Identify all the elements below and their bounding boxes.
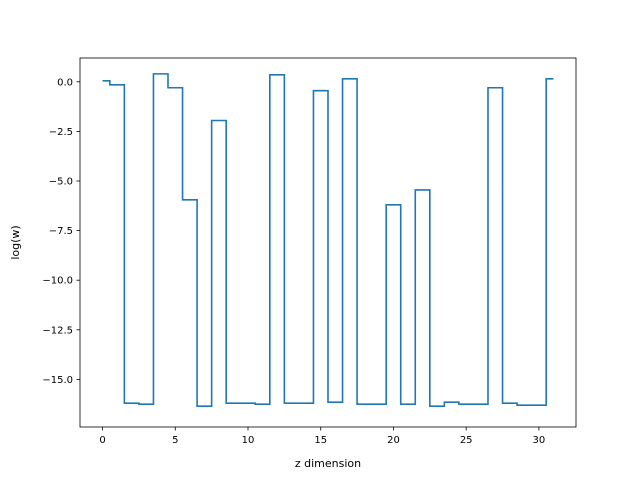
x-tick-label: 20 (387, 435, 400, 446)
series-layer (102, 73, 554, 407)
y-tick-label: −15.0 (42, 375, 73, 386)
x-tick-label: 5 (172, 435, 178, 446)
y-tick-label: −5.0 (49, 177, 73, 188)
y-tick-label: −12.5 (42, 325, 73, 336)
y-tick-label: 0.0 (57, 77, 73, 88)
y-tick-label: −10.0 (42, 276, 73, 287)
y-tick-label: −2.5 (49, 127, 73, 138)
x-axis-label: z dimension (295, 457, 361, 470)
y-axis-label: log(w) (9, 225, 22, 259)
x-tick-label: 15 (314, 435, 327, 446)
plot-frame (79, 57, 577, 428)
x-tick-label: 25 (460, 435, 473, 446)
series-line-0 (102, 73, 554, 407)
x-tick-label: 10 (242, 435, 255, 446)
y-tick-label: −7.5 (49, 226, 73, 237)
x-tick-label: 30 (533, 435, 546, 446)
x-tick-label: 0 (99, 435, 105, 446)
y-axis: 0.0 −2.5 −5.0 −7.5 −10.0 −12.5 −15.0 (42, 77, 80, 386)
x-axis: 0 5 10 15 20 25 30 (99, 427, 545, 446)
